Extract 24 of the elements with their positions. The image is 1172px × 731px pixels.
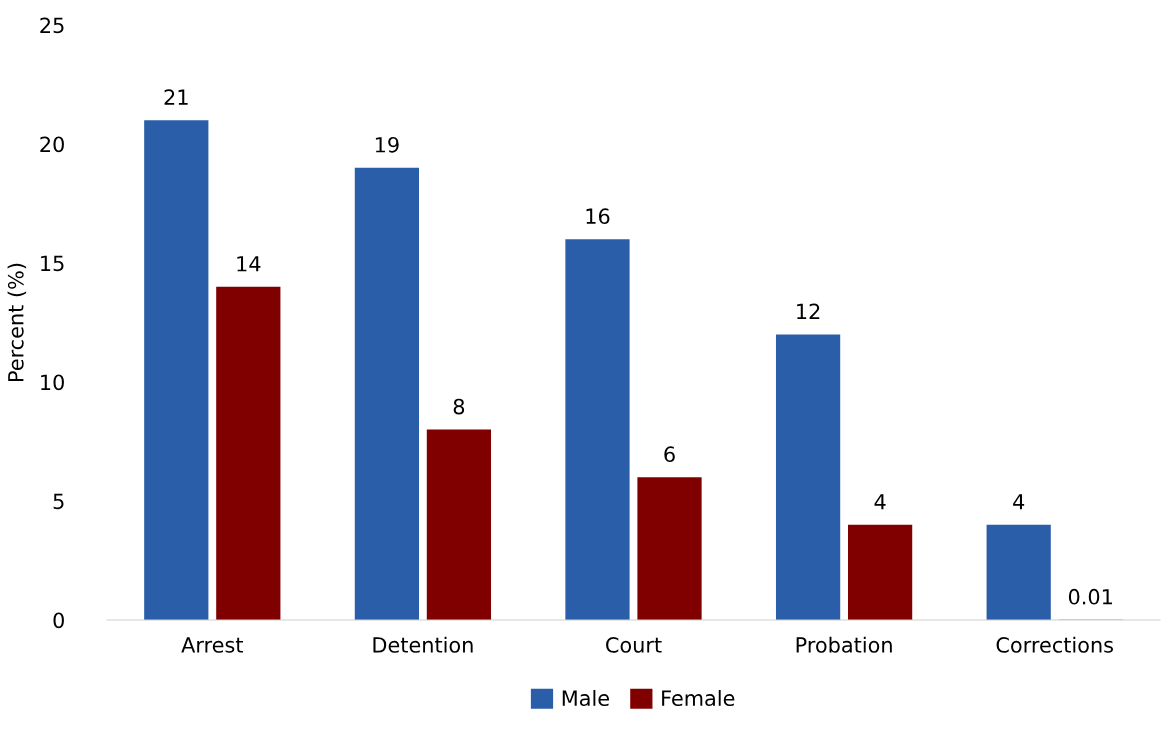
y-tick-label: 10 bbox=[41, 374, 64, 391]
x-tick-label: Corrections bbox=[996, 636, 1113, 653]
legend-label: Male bbox=[562, 689, 609, 707]
x-tick-label: Arrest bbox=[181, 637, 243, 653]
y-tick-label: 0 bbox=[53, 612, 64, 629]
data-label: 8 bbox=[453, 398, 465, 415]
data-label: 14 bbox=[237, 256, 261, 272]
x-tick-label: Probation bbox=[796, 636, 892, 653]
data-label: 12 bbox=[797, 303, 820, 319]
data-label: 4 bbox=[874, 494, 886, 510]
legend-label: Female bbox=[662, 689, 735, 707]
x-tick-label: Detention bbox=[373, 636, 473, 653]
data-label: 21 bbox=[164, 89, 188, 105]
data-label: 4 bbox=[1013, 494, 1025, 510]
data-label: 19 bbox=[375, 136, 399, 153]
data-label: 0.01 bbox=[1068, 588, 1112, 605]
y-tick-label: 20 bbox=[40, 136, 64, 153]
y-tick-label: 5 bbox=[53, 493, 64, 510]
y-tick-label: 15 bbox=[41, 255, 64, 272]
data-label: 6 bbox=[664, 446, 675, 463]
data-label: 16 bbox=[586, 208, 610, 225]
x-tick-label: Court bbox=[606, 637, 662, 653]
y-axis-title: Percent (%) bbox=[7, 263, 27, 381]
y-tick-label: 25 bbox=[40, 17, 64, 34]
